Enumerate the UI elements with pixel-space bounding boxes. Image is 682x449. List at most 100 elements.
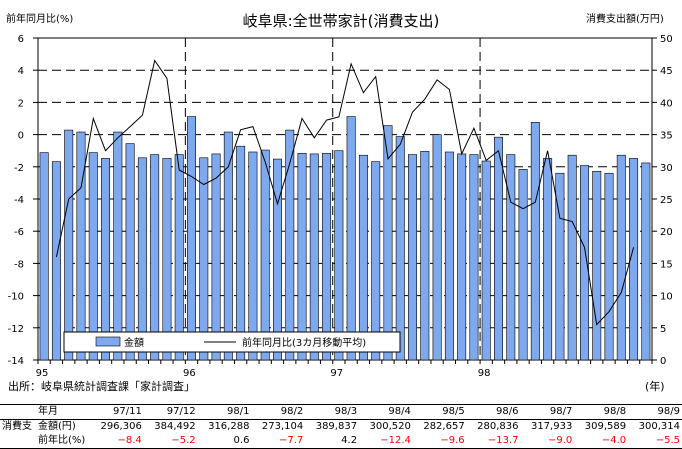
source-note: 出所：岐阜県統計調査課「家計調査」 bbox=[8, 380, 195, 393]
table-yoy: 0.6 bbox=[197, 434, 252, 449]
bar bbox=[371, 161, 381, 361]
legend-line-label: 前年同月比(3カ月移動平均) bbox=[242, 336, 366, 349]
table-yoy: −7.7 bbox=[251, 434, 306, 449]
bar bbox=[530, 122, 540, 361]
left-tick-label: 2 bbox=[18, 98, 24, 109]
legend-bar-label: 金額 bbox=[124, 336, 144, 349]
year-label: 98 bbox=[478, 368, 491, 379]
table-yoy-label: 前年比(%) bbox=[36, 434, 90, 449]
left-tick-label: -14 bbox=[8, 356, 24, 367]
table-amount: 316,288 bbox=[208, 421, 250, 432]
table-header-row: 年月 97/11 97/12 98/1 98/2 98/3 98/4 98/5 … bbox=[0, 404, 682, 420]
right-tick-label: 35 bbox=[660, 131, 673, 142]
bar bbox=[358, 154, 368, 361]
bar bbox=[383, 125, 393, 361]
year-label: 95 bbox=[36, 368, 49, 379]
bar bbox=[629, 158, 639, 361]
bar bbox=[457, 153, 467, 361]
bar bbox=[76, 131, 86, 361]
table-group-label: 消費支 bbox=[2, 421, 32, 432]
table-month: 98/4 bbox=[359, 404, 413, 420]
left-tick-label: -4 bbox=[14, 195, 24, 206]
table-amount: 296,306 bbox=[100, 421, 142, 432]
right-tick-label: 40 bbox=[660, 98, 673, 109]
bar bbox=[297, 152, 307, 361]
table-yoy: −4.0 bbox=[574, 434, 629, 449]
left-tick-label: -6 bbox=[14, 227, 24, 238]
bar bbox=[101, 158, 111, 361]
bar bbox=[236, 145, 246, 361]
table-yoy: −5.5 bbox=[628, 434, 682, 449]
bar bbox=[260, 149, 270, 361]
table-amount: 309,589 bbox=[584, 421, 627, 432]
bar bbox=[346, 116, 356, 361]
year-unit-label: (年) bbox=[645, 380, 665, 393]
legend: 金額 前年同月比(3カ月移動平均) bbox=[63, 331, 401, 353]
bar bbox=[174, 154, 184, 361]
table-yoy: −8.4 bbox=[90, 434, 144, 449]
left-axis-label: 前年同月比(%) bbox=[6, 12, 73, 25]
table-amount: 300,314 bbox=[638, 421, 680, 432]
bar bbox=[641, 162, 651, 361]
table-amount: 282,657 bbox=[423, 421, 465, 432]
table-group-spacer bbox=[0, 434, 36, 449]
year-label: 97 bbox=[330, 368, 343, 379]
year-dividers bbox=[184, 38, 481, 360]
bar bbox=[248, 151, 258, 361]
bar bbox=[272, 158, 282, 361]
bar bbox=[395, 136, 405, 361]
table-yoy: −12.4 bbox=[359, 434, 413, 449]
right-tick-label: 20 bbox=[660, 227, 673, 238]
bar bbox=[64, 129, 74, 361]
bar bbox=[506, 154, 516, 361]
legend-bar-swatch bbox=[95, 336, 121, 347]
bar bbox=[420, 151, 430, 361]
bar bbox=[322, 152, 332, 361]
table-amount: 300,520 bbox=[369, 421, 411, 432]
bar bbox=[469, 154, 479, 361]
year-label: 96 bbox=[183, 368, 196, 379]
chart-title: 岐阜県:全世帯家計(消費支出) bbox=[243, 12, 440, 30]
left-tick-label: -12 bbox=[8, 324, 24, 335]
x-axis-ticks: 95 96 97 98 bbox=[36, 360, 653, 379]
bar bbox=[518, 169, 528, 361]
bar bbox=[494, 136, 503, 361]
bar bbox=[162, 158, 172, 361]
bar bbox=[432, 134, 442, 361]
bar bbox=[481, 160, 491, 361]
bar bbox=[125, 143, 135, 361]
right-tick-label: 0 bbox=[660, 356, 666, 367]
right-tick-label: 5 bbox=[660, 324, 666, 335]
bar bbox=[334, 150, 344, 361]
table-amount: 280,836 bbox=[477, 421, 519, 432]
table-amount-label: 金額(円) bbox=[38, 421, 76, 432]
right-tick-label: 30 bbox=[660, 163, 673, 174]
table-yoy: −5.2 bbox=[143, 434, 198, 449]
table-yoy: −9.0 bbox=[520, 434, 575, 449]
table-yoy: −13.7 bbox=[466, 434, 521, 449]
bar bbox=[579, 165, 589, 361]
left-tick-label: -10 bbox=[8, 292, 24, 303]
table-month: 98/7 bbox=[520, 404, 575, 420]
bar bbox=[211, 153, 221, 361]
bar bbox=[567, 154, 577, 361]
right-tick-label: 10 bbox=[660, 292, 673, 303]
bar bbox=[199, 157, 209, 361]
table-amount: 273,104 bbox=[261, 421, 304, 432]
line-series bbox=[55, 59, 635, 326]
bar bbox=[39, 152, 49, 361]
right-tick-label: 15 bbox=[660, 259, 673, 270]
left-tick-label: 4 bbox=[18, 66, 24, 77]
table-month: 98/1 bbox=[197, 404, 252, 420]
bar bbox=[150, 154, 160, 361]
bar bbox=[51, 161, 61, 361]
right-axis-label: 消費支出額(万円) bbox=[586, 12, 664, 25]
table-month: 98/9 bbox=[628, 404, 682, 420]
bar bbox=[187, 116, 196, 361]
bar bbox=[616, 154, 626, 361]
table-amount: 389,837 bbox=[315, 421, 358, 432]
table-header-label: 年月 bbox=[36, 404, 90, 420]
left-tick-label: -2 bbox=[14, 163, 24, 174]
table-yoy-row: 前年比(%) −8.4 −5.2 0.6 −7.7 4.2 −12.4 −9.6… bbox=[0, 434, 682, 449]
right-tick-label: 25 bbox=[660, 195, 673, 206]
